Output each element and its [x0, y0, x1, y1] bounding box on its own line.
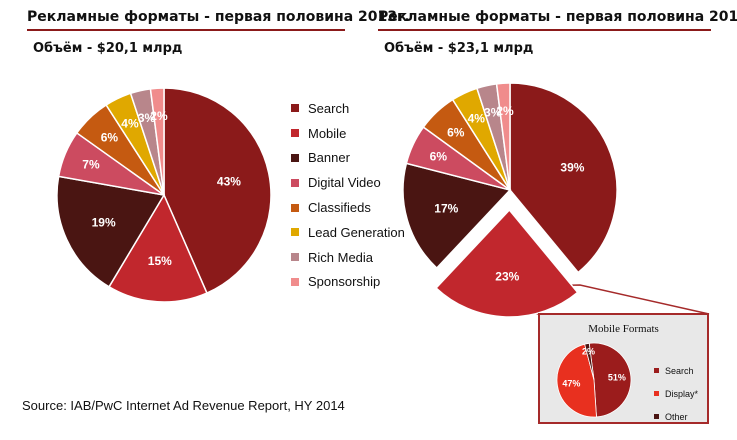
legend-swatch: [291, 277, 299, 286]
legend-label: Digital Video: [308, 175, 381, 191]
label-search: 39%: [560, 161, 584, 175]
inset-legend-label: Display*: [665, 388, 699, 399]
slice-mobile: [108, 193, 208, 303]
legend-swatch: [291, 203, 299, 212]
mobile-formats-inset: Mobile Formats 51% 47% 2% Search Display* Ot…: [538, 313, 709, 424]
inset-legend-label: Other: [665, 411, 688, 422]
label-classifieds: 6%: [447, 125, 465, 139]
label-search: 51%: [608, 373, 626, 383]
label-sponsorship: 2%: [496, 104, 514, 118]
inset-legend-item: Display*: [654, 382, 698, 405]
label-search: 43%: [217, 174, 241, 188]
inset-legend: Search Display* Other: [654, 359, 698, 428]
slice-sponsorship: [149, 87, 165, 196]
inset-legend-item: Other: [654, 405, 698, 428]
legend-item: Rich Media: [291, 245, 405, 270]
inset-legend-swatch: [654, 414, 659, 419]
label-lead-generation: 4%: [468, 111, 486, 125]
inset-legend-label: Search: [665, 365, 694, 376]
legend-label: Classifieds: [308, 200, 371, 216]
label-display: 47%: [562, 379, 580, 389]
legend-swatch: [291, 228, 299, 237]
right-volume: Объём - $23,1 млрд: [384, 41, 534, 56]
slice-mobile: [435, 208, 579, 318]
pie-mobile-formats: 51% 47% 2%: [556, 342, 632, 418]
slice-other: [584, 342, 595, 381]
label-classifieds: 6%: [101, 131, 119, 145]
label-other: 2%: [582, 347, 595, 357]
label-mobile: 23%: [495, 269, 519, 283]
label-banner: 19%: [92, 216, 116, 230]
label-lead-generation: 4%: [121, 117, 139, 131]
legend-label: Mobile: [308, 125, 347, 141]
legend: Search Mobile Banner Digital Video Classifie…: [291, 96, 405, 294]
legend-label: Sponsorship: [308, 274, 381, 290]
left-chart-title: Рекламные форматы - первая половина 2013…: [27, 9, 410, 25]
legend-item: Search: [291, 96, 405, 121]
legend-swatch: [291, 253, 299, 262]
legend-label: Banner: [308, 150, 350, 166]
label-sponsorship: 2%: [150, 109, 168, 123]
label-rich-media: 3%: [138, 111, 156, 125]
label-rich-media: 3%: [484, 106, 502, 120]
slice-search: [588, 342, 632, 418]
legend-item: Banner: [291, 146, 405, 171]
legend-item: Classifieds: [291, 195, 405, 220]
left-title-rule: [27, 29, 345, 31]
right-chart-title: Рекламные форматы - первая половина 2014…: [378, 9, 737, 25]
inset-title: Mobile Formats: [588, 323, 659, 335]
legend-label: Rich Media: [308, 249, 374, 265]
slice-display: [556, 343, 597, 418]
label-digital-video: 7%: [82, 157, 100, 171]
inset-legend-swatch: [654, 391, 659, 396]
legend-swatch: [291, 104, 299, 113]
legend-swatch: [291, 153, 299, 162]
right-title-rule: [378, 29, 711, 31]
source-note: Source: IAB/PwC Internet Ad Revenue Repo…: [22, 398, 345, 413]
label-banner: 17%: [434, 202, 458, 216]
legend-item: Lead Generation: [291, 220, 405, 245]
slice-search: [509, 82, 618, 274]
label-digital-video: 6%: [430, 149, 448, 163]
slice-banner: [56, 175, 166, 288]
legend-item: Digital Video: [291, 170, 405, 195]
legend-label: Lead Generation: [308, 224, 405, 240]
legend-swatch: [291, 178, 299, 187]
legend-item: Sponsorship: [291, 270, 405, 295]
legend-label: Search: [308, 100, 350, 116]
inset-svg: 51% 47% 2%: [556, 342, 632, 418]
inset-legend-item: Search: [654, 359, 698, 382]
inset-legend-swatch: [654, 368, 659, 373]
slice-banner: [402, 162, 512, 270]
legend-swatch: [291, 129, 299, 138]
pie-2013: 43% 15% 19% 7%6%4% 3%2%: [56, 87, 272, 303]
pie-2014: 39%23%17%6%6%4% 3%2%: [402, 82, 618, 318]
legend-item: Mobile: [291, 121, 405, 146]
slice-search: [163, 87, 272, 295]
slice-sponsorship: [495, 82, 511, 191]
left-volume: Объём - $20,1 млрд: [33, 41, 183, 56]
label-mobile: 15%: [148, 254, 172, 268]
